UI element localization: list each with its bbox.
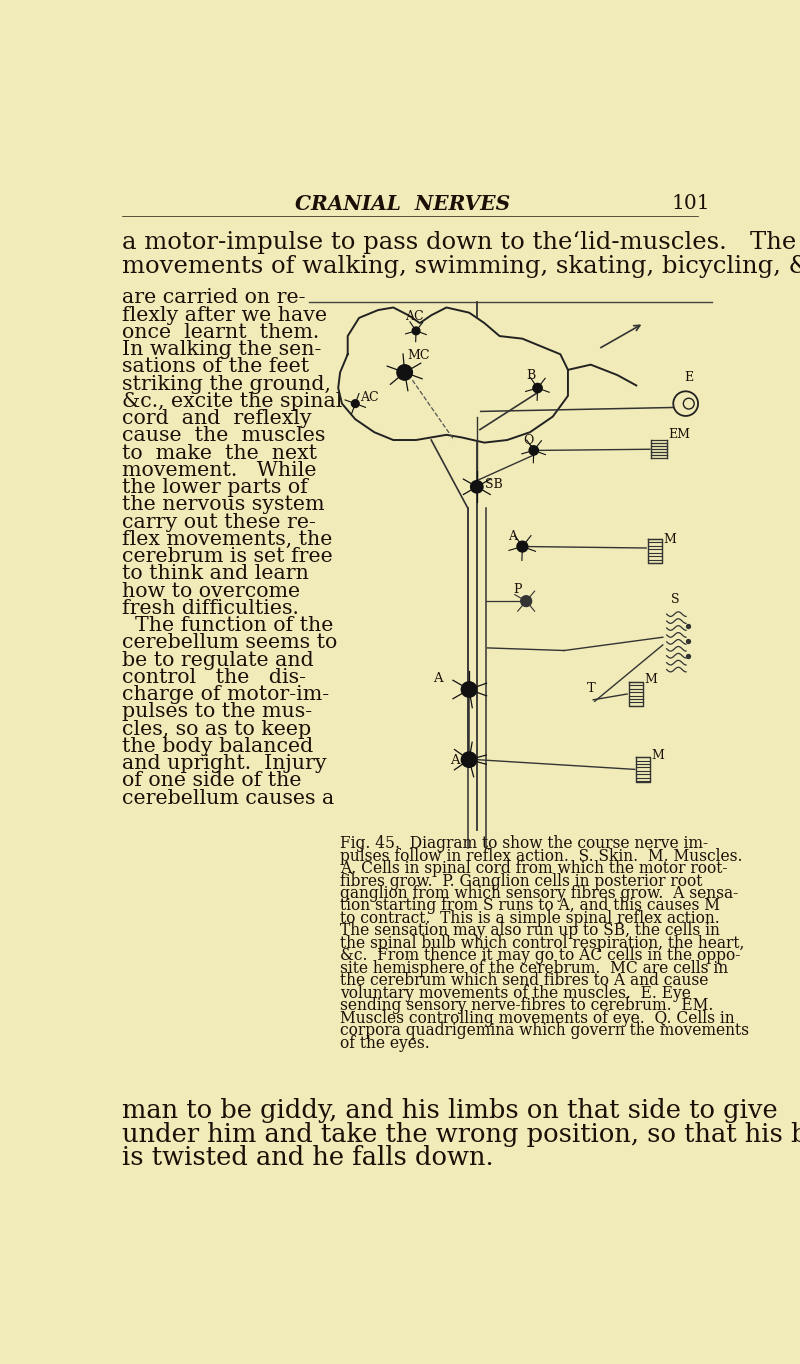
Text: sations of the feet: sations of the feet (122, 357, 309, 376)
Text: ganglion from which sensory fibres grow.  A sensa-: ganglion from which sensory fibres grow.… (340, 885, 738, 902)
Text: cles, so as to keep: cles, so as to keep (122, 720, 311, 739)
Text: cerebrum is set free: cerebrum is set free (122, 547, 333, 566)
Text: be to regulate and: be to regulate and (122, 651, 314, 670)
Text: of one side of the: of one side of the (122, 772, 301, 790)
Point (682, 615, 694, 637)
Text: site hemisphere of the cerebrum.  MC are cells in: site hemisphere of the cerebrum. MC are … (340, 960, 728, 977)
Text: A: A (434, 671, 443, 685)
Text: AC: AC (405, 310, 424, 323)
Text: the body balanced: the body balanced (122, 737, 313, 756)
Circle shape (462, 682, 477, 697)
Text: A: A (509, 531, 518, 543)
Text: CRANIAL  NERVES: CRANIAL NERVES (294, 194, 510, 214)
Text: striking the ground,: striking the ground, (122, 375, 330, 394)
Text: sending sensory nerve-fibres to cerebrum.  EM.: sending sensory nerve-fibres to cerebrum… (340, 997, 714, 1015)
Text: carry out these re-: carry out these re- (122, 513, 315, 532)
Text: a motor-impulse to pass down to theʻlid-muscles.   The: a motor-impulse to pass down to theʻlid-… (122, 232, 796, 255)
Circle shape (462, 752, 477, 768)
Text: E: E (684, 371, 694, 383)
Text: and upright.  Injury: and upright. Injury (122, 754, 326, 773)
Text: the lower parts of: the lower parts of (122, 479, 307, 496)
Text: T: T (587, 682, 596, 696)
Text: cause  the  muscles: cause the muscles (122, 427, 325, 446)
Point (682, 630, 694, 652)
Text: is twisted and he falls down.: is twisted and he falls down. (122, 1146, 494, 1170)
Text: to contract.  This is a simple spinal reflex action.: to contract. This is a simple spinal ref… (340, 910, 720, 928)
Text: flex movements, the: flex movements, the (122, 529, 332, 548)
Text: movements of walking, swimming, skating, bicycling, &c.,: movements of walking, swimming, skating,… (122, 255, 800, 277)
Circle shape (397, 364, 413, 381)
Text: cord  and  reflexly: cord and reflexly (122, 409, 311, 428)
Text: flexly after we have: flexly after we have (122, 306, 327, 325)
Text: the nervous system: the nervous system (122, 495, 324, 514)
Text: cerebellum seems to: cerebellum seems to (122, 633, 337, 652)
Text: the spinal bulb which control respiration, the heart,: the spinal bulb which control respiratio… (340, 934, 745, 952)
Text: to think and learn: to think and learn (122, 565, 309, 584)
Text: pulses follow in reflex action.  S. Skin.  M. Muscles.: pulses follow in reflex action. S. Skin.… (340, 847, 742, 865)
Text: charge of motor-im-: charge of motor-im- (122, 685, 329, 704)
Text: of the eyes.: of the eyes. (340, 1035, 430, 1052)
Text: MC: MC (408, 349, 430, 363)
Text: the cerebrum which send fibres to A and cause: the cerebrum which send fibres to A and … (340, 973, 709, 989)
Text: M: M (652, 749, 665, 761)
Circle shape (412, 327, 420, 334)
Text: movement.   While: movement. While (122, 461, 316, 480)
Text: under him and take the wrong position, so that his body: under him and take the wrong position, s… (122, 1121, 800, 1147)
Circle shape (529, 446, 538, 456)
Text: once  learnt  them.: once learnt them. (122, 323, 319, 342)
Text: &c.  From thence it may go to AC cells in the oppo-: &c. From thence it may go to AC cells in… (340, 948, 741, 964)
Text: are carried on re-: are carried on re- (122, 288, 306, 307)
Text: M: M (644, 674, 657, 686)
Text: B: B (526, 368, 536, 382)
Text: A. Cells in spinal cord from which the motor root-: A. Cells in spinal cord from which the m… (340, 861, 728, 877)
Text: AC: AC (360, 391, 378, 404)
Text: tion starting from S runs to A, and this causes M: tion starting from S runs to A, and this… (340, 898, 720, 914)
Circle shape (517, 542, 528, 552)
Text: SB: SB (485, 479, 502, 491)
Text: Q: Q (523, 432, 534, 446)
Text: voluntary movements of the muscles.  E. Eye: voluntary movements of the muscles. E. E… (340, 985, 691, 1001)
Text: EM: EM (669, 428, 690, 442)
Circle shape (470, 480, 483, 492)
Text: The sensation may also run up to SB, the cells in: The sensation may also run up to SB, the… (340, 922, 720, 940)
Text: to  make  the  next: to make the next (122, 443, 317, 462)
Text: fibres grow.  P. Ganglion cells in posterior root: fibres grow. P. Ganglion cells in poster… (340, 873, 702, 889)
Text: Fig. 45.  Diagram to show the course nerve im-: Fig. 45. Diagram to show the course nerv… (340, 835, 708, 852)
Circle shape (351, 400, 359, 408)
Text: M: M (663, 532, 676, 546)
Text: &c., excite the spinal: &c., excite the spinal (122, 391, 342, 411)
Text: The function of the: The function of the (122, 617, 333, 636)
Text: how to overcome: how to overcome (122, 581, 300, 600)
Circle shape (683, 398, 694, 409)
Text: A: A (450, 753, 459, 767)
Text: control   the   dis-: control the dis- (122, 668, 306, 687)
Text: pulses to the mus-: pulses to the mus- (122, 702, 312, 722)
Text: cerebellum causes a: cerebellum causes a (122, 788, 334, 807)
Circle shape (521, 596, 531, 607)
Text: corpora quadrigemina which govern the movements: corpora quadrigemina which govern the mo… (340, 1022, 750, 1039)
Polygon shape (338, 307, 568, 442)
Text: man to be giddy, and his limbs on that side to give: man to be giddy, and his limbs on that s… (122, 1098, 778, 1123)
Circle shape (533, 383, 542, 393)
Text: fresh difficulties.: fresh difficulties. (122, 599, 298, 618)
Point (682, 645, 694, 667)
Text: S: S (670, 593, 679, 607)
Text: 101: 101 (671, 194, 710, 213)
Text: In walking the sen-: In walking the sen- (122, 340, 321, 359)
Text: P: P (514, 584, 522, 596)
Text: Muscles controlling movements of eye.  Q. Cells in: Muscles controlling movements of eye. Q.… (340, 1009, 735, 1027)
